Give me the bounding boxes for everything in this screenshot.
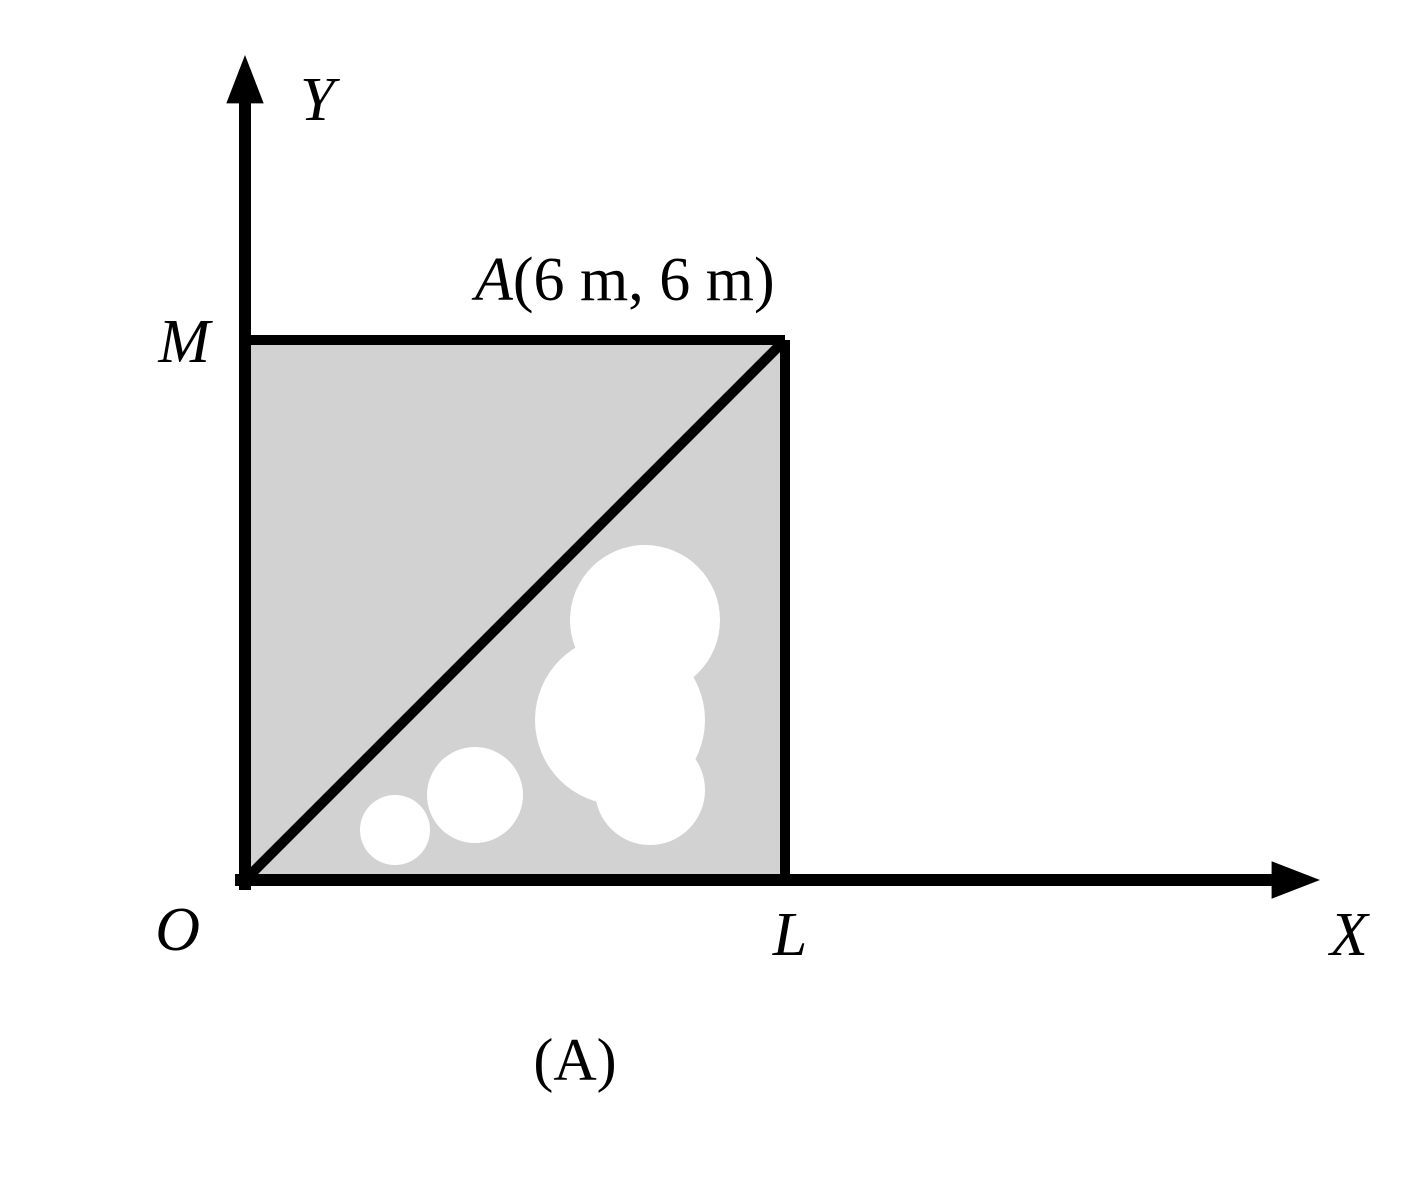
label-Y: Y [300,66,340,134]
label-caption: (A) [533,1027,616,1093]
label-L: L [772,901,807,969]
label-O: O [155,896,200,964]
scan-artifact-blob-below [320,930,440,1050]
label-X: X [1327,901,1370,969]
label-A: A(6 m, 6 m) [471,246,775,314]
label-M: M [157,308,213,376]
path-diagram: Y X O M L A(6 m, 6 m) (A) [0,0,1408,1204]
